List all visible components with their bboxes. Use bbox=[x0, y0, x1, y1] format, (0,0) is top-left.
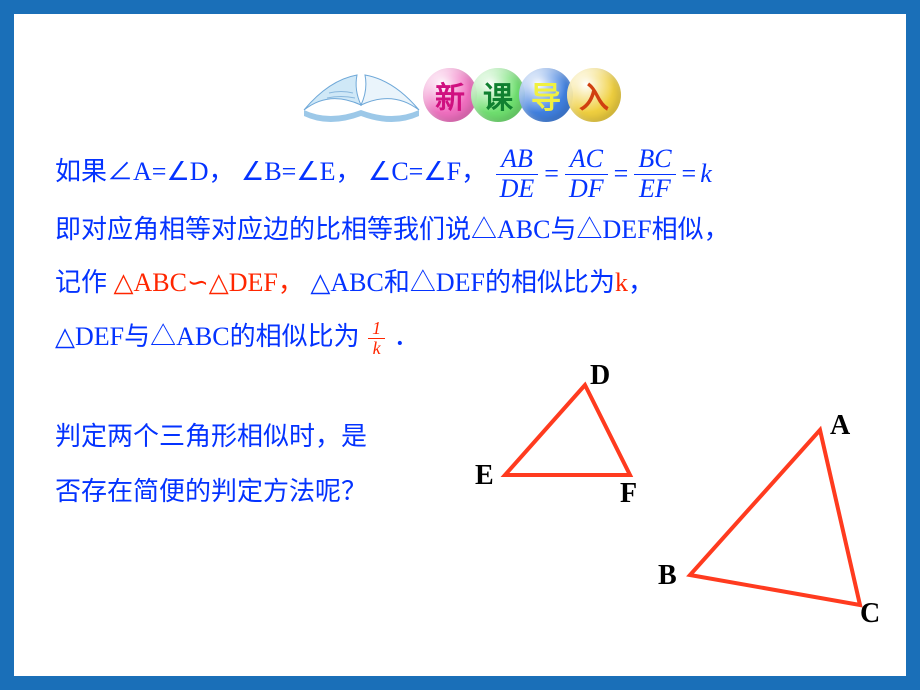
question-line-1: 判定两个三角形相似时，是 bbox=[55, 410, 455, 465]
book-icon bbox=[299, 60, 429, 130]
question: 判定两个三角形相似时，是 否存在简便的判定方法呢？ bbox=[55, 410, 455, 519]
triangles-svg bbox=[460, 360, 880, 640]
badge-text: 入 bbox=[579, 73, 609, 117]
line1-prefix: 如果∠A=∠D， ∠B=∠E， ∠C=∠F， bbox=[55, 157, 487, 186]
header: 新 课 导 入 bbox=[0, 60, 920, 135]
question-line-2: 否存在简便的判定方法呢？ bbox=[55, 465, 455, 520]
badge-2: 导 bbox=[519, 68, 573, 122]
badge-1: 课 bbox=[471, 68, 525, 122]
label-f: F bbox=[620, 478, 637, 510]
triangles-diagram: D E F A B C bbox=[460, 360, 880, 640]
triangle-def bbox=[505, 385, 630, 475]
one-over-k: 1 k bbox=[368, 319, 385, 360]
badge-3: 入 bbox=[567, 68, 621, 122]
line-3: 记作 △ABC∽△DEF， △ABC和△DEF的相似比为k， bbox=[55, 256, 865, 309]
label-d: D bbox=[590, 360, 610, 392]
label-c: C bbox=[860, 598, 880, 630]
badge-text: 课 bbox=[483, 73, 513, 117]
badge-text: 导 bbox=[531, 73, 561, 117]
triangle-abc bbox=[690, 430, 860, 605]
badge-0: 新 bbox=[423, 68, 477, 122]
title-badges: 新 课 导 入 bbox=[429, 68, 621, 122]
badge-text: 新 bbox=[435, 73, 465, 117]
line-2: 即对应角相等对应边的比相等我们说△ABC与△DEF相似， bbox=[55, 203, 865, 256]
label-a: A bbox=[830, 410, 850, 442]
ratio-equation: ABDE = ACDF = BCEF = k bbox=[494, 145, 712, 203]
label-e: E bbox=[475, 460, 494, 492]
line-1: 如果∠A=∠D， ∠B=∠E， ∠C=∠F， ABDE = ACDF = BCE… bbox=[55, 145, 865, 203]
main-content: 如果∠A=∠D， ∠B=∠E， ∠C=∠F， ABDE = ACDF = BCE… bbox=[55, 145, 865, 363]
line-4: △DEF与△ABC的相似比为 1 k ． bbox=[55, 310, 865, 363]
label-b: B bbox=[658, 560, 677, 592]
